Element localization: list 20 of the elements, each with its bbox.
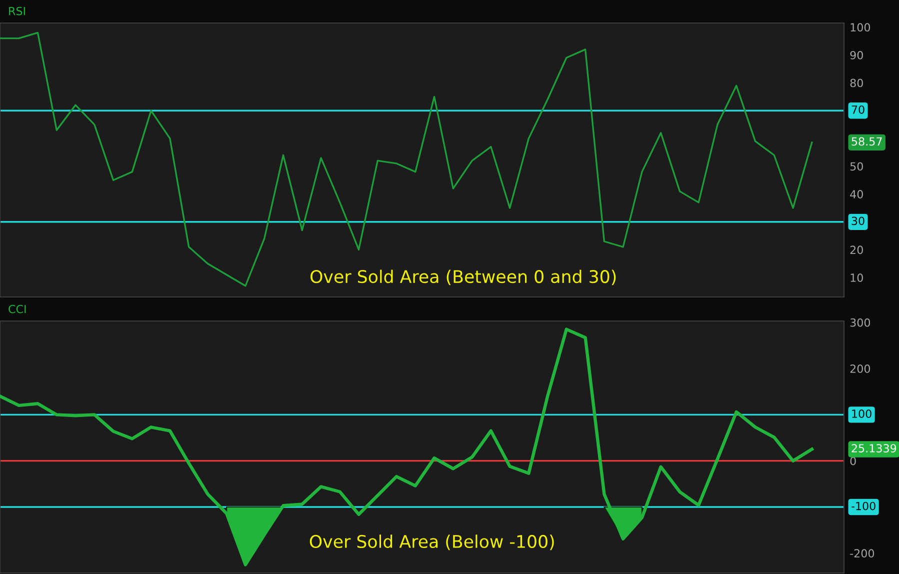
y-tick-label: 90 [850, 50, 863, 60]
annotation: Over Sold Area (Below -100) [310, 534, 554, 550]
chart-title: RSI [9, 6, 25, 16]
text: 58.57 [852, 137, 882, 146]
y-tick-label: 300 [850, 318, 870, 327]
y-tick-label: -200 [850, 549, 874, 558]
ref-line-label: -100 [851, 502, 876, 510]
ref-line-label: 30 [852, 216, 864, 226]
y-tick-label: 10 [850, 274, 863, 282]
annotation: Over Sold Area (Between 0 and 30) [310, 270, 616, 286]
y-tick-label: 100 [850, 23, 870, 32]
text: 25.1339 [852, 444, 896, 452]
ref-line-label: 70 [852, 105, 864, 114]
y-tick-label: 0 [850, 456, 856, 466]
y-tick-label: 50 [850, 162, 863, 171]
y-tick-label: 80 [850, 78, 863, 88]
y-tick-label: 200 [850, 364, 870, 373]
y-tick-label: 40 [850, 190, 863, 198]
chart-title: CCI [8, 304, 26, 314]
y-tick-label: 20 [850, 246, 863, 254]
